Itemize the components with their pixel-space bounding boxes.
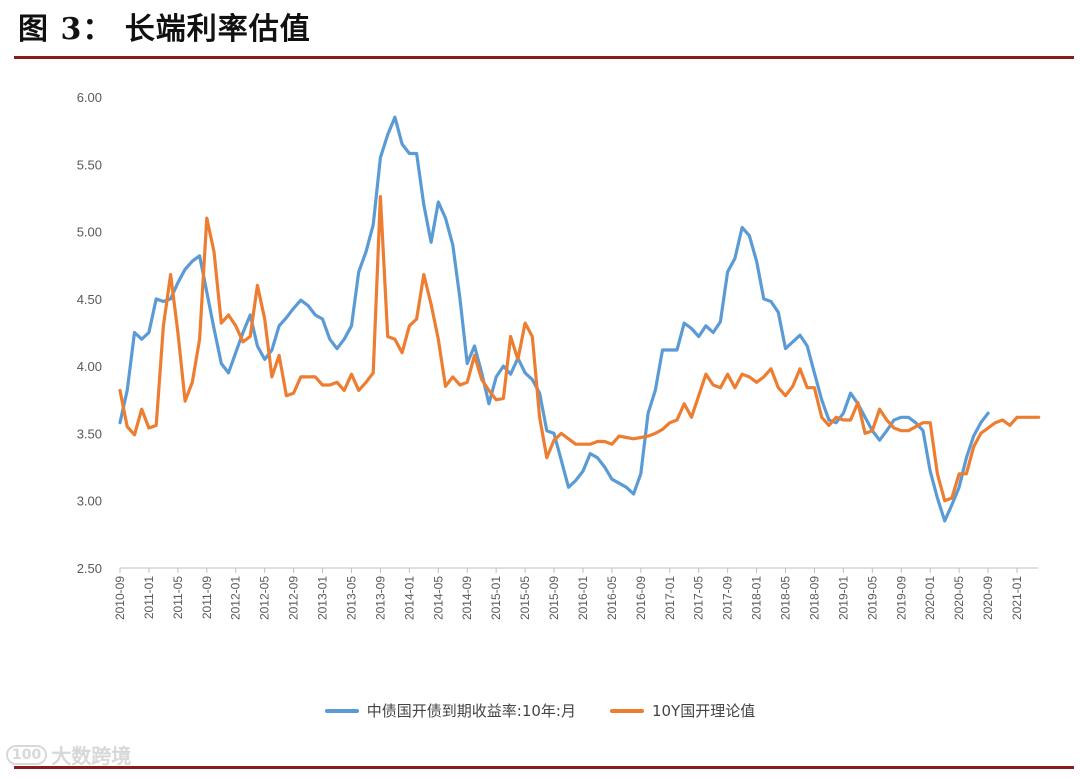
y-tick-label: 6.00: [77, 90, 102, 105]
series-line-1: [118, 115, 990, 523]
legend-item-series-2: 10Y国开理论值: [609, 700, 756, 721]
x-tick-label: 2019-01: [836, 576, 850, 620]
x-tick-label: 2017-01: [663, 576, 677, 620]
chart-legend: 中债国开债到期收益率:10年:月 10Y国开理论值: [0, 700, 1080, 721]
x-tick-label: 2020-05: [952, 576, 966, 620]
x-tick-label: 2018-09: [807, 576, 821, 620]
x-tick-label: 2011-05: [171, 576, 185, 619]
x-tick-label: 2013-09: [373, 576, 387, 620]
x-tick-label: 2016-09: [634, 576, 648, 620]
figure-title: 图 3： 长端利率估值: [18, 12, 311, 47]
legend-swatch-series-1: [324, 708, 359, 713]
x-tick-label: 2016-01: [576, 576, 590, 620]
y-tick-label: 3.00: [77, 494, 102, 509]
x-tick-label: 2020-09: [981, 576, 995, 620]
x-tick-label: 2012-09: [287, 576, 301, 620]
x-tick-label: 2015-09: [547, 576, 561, 620]
bottom-rule: [14, 766, 1074, 769]
x-tick-label: 2019-05: [865, 576, 879, 620]
watermark-logo: 100: [6, 744, 48, 765]
x-tick-label: 2014-01: [402, 576, 416, 620]
x-tick-label: 2019-09: [894, 576, 908, 620]
x-tick-label: 2021-01: [1010, 576, 1024, 620]
x-tick-label: 2010-09: [113, 576, 127, 620]
y-tick-label: 5.00: [77, 225, 102, 240]
watermark: 100 大数跨境: [6, 740, 131, 769]
top-rule: [14, 56, 1074, 59]
x-tick-label: 2018-05: [779, 576, 793, 620]
x-tick-label: 2013-05: [344, 576, 358, 620]
y-tick-label: 3.50: [77, 426, 102, 441]
x-tick-label: 2016-05: [605, 576, 619, 620]
series-line-2: [118, 195, 1041, 503]
x-tick-label: 2013-01: [316, 576, 330, 620]
y-tick-label: 2.50: [77, 561, 102, 576]
y-tick-label: 4.00: [77, 359, 102, 374]
legend-item-series-1: 中债国开债到期收益率:10年:月: [324, 700, 576, 721]
y-tick-label: 4.50: [77, 292, 102, 307]
x-tick-label: 2014-05: [431, 576, 445, 620]
x-tick-label: 2011-01: [142, 576, 156, 619]
x-tick-label: 2017-05: [692, 576, 706, 620]
legend-swatch-series-2: [609, 708, 644, 713]
legend-label-series-1: 中债国开债到期收益率:10年:月: [366, 702, 576, 720]
watermark-text: 大数跨境: [51, 744, 132, 768]
y-tick-label: 5.50: [77, 157, 102, 172]
x-tick-label: 2012-05: [258, 576, 272, 620]
x-tick-label: 2015-01: [489, 576, 503, 620]
x-tick-label: 2012-01: [229, 576, 243, 620]
x-tick-label: 2014-09: [460, 576, 474, 620]
x-tick-label: 2011-09: [200, 576, 214, 619]
legend-label-series-2: 10Y国开理论值: [651, 702, 756, 720]
x-tick-label: 2018-01: [750, 576, 764, 620]
x-tick-label: 2017-09: [721, 576, 735, 620]
x-tick-label: 2020-01: [923, 576, 937, 620]
x-tick-label: 2015-05: [518, 576, 532, 620]
